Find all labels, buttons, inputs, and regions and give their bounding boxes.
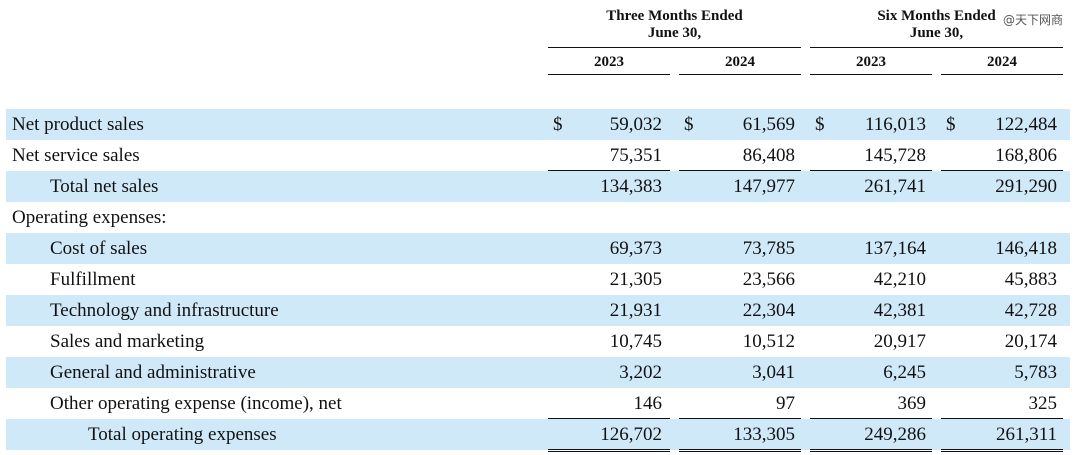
value-h-2024: 168,806 xyxy=(995,145,1057,166)
year-header-q-2023: 2023 xyxy=(594,54,624,70)
subtotal-rule xyxy=(810,170,932,171)
row-label: Cost of sales xyxy=(50,238,148,259)
table-row: Sales and marketing 10,745 10,512 20,917… xyxy=(6,326,1070,357)
value-h-2024: 5,783 xyxy=(1014,362,1057,383)
value-h-2023: 145,728 xyxy=(864,145,926,166)
value-q-2023: 21,305 xyxy=(609,269,662,290)
value-q-2024: 133,305 xyxy=(733,424,795,445)
subtotal-rule xyxy=(548,170,670,171)
subtotal-rule xyxy=(679,418,801,419)
value-h-2023: 6,245 xyxy=(883,362,926,383)
value-h-2023: 261,741 xyxy=(864,176,926,197)
value-q-2023: 21,931 xyxy=(609,300,662,321)
total-double-rule xyxy=(548,449,670,452)
subtotal-rule xyxy=(941,170,1063,171)
six-months-header: Six Months Ended June 30, xyxy=(877,8,996,41)
total-double-rule xyxy=(810,449,932,452)
value-q-2023: 146 xyxy=(633,393,663,414)
table-row: Total operating expenses 126,702 133,305… xyxy=(6,419,1070,452)
year-header-h-2023: 2023 xyxy=(856,54,886,70)
row-label: Total net sales xyxy=(50,176,159,197)
value-q-2023: 10,745 xyxy=(609,331,662,352)
row-label: Technology and infrastructure xyxy=(50,300,279,321)
year-header-h-2024: 2024 xyxy=(987,54,1017,70)
value-q-2024: 23,566 xyxy=(742,269,795,290)
subtotal-rule xyxy=(810,418,932,419)
value-h-2024: 42,728 xyxy=(1004,300,1057,321)
subtotal-rule xyxy=(941,418,1063,419)
value-q-2024: 3,041 xyxy=(752,362,795,383)
value-q-2023: 75,351 xyxy=(609,145,662,166)
currency-symbol: $ xyxy=(553,114,563,135)
year-header-q-2024: 2024 xyxy=(725,54,755,70)
table-row: Cost of sales 69,373 73,785 137,164 146,… xyxy=(6,233,1070,264)
value-h-2024: 146,418 xyxy=(995,238,1057,259)
table-row: Total net sales 134,383 147,977 261,741 … xyxy=(6,171,1070,202)
table-row: Net service sales 75,351 86,408 145,728 … xyxy=(6,140,1070,171)
watermark-logo: @天下网商 xyxy=(1003,13,1064,27)
three-months-rule xyxy=(548,47,801,48)
row-label: Fulfillment xyxy=(50,269,136,290)
value-q-2024: 97 xyxy=(776,393,795,414)
value-q-2024: 61,569 xyxy=(742,114,795,135)
six-months-rule xyxy=(810,47,1063,48)
subtotal-rule xyxy=(548,418,670,419)
currency-symbol: $ xyxy=(815,114,825,135)
value-h-2024: 261,311 xyxy=(995,424,1057,445)
total-double-rule xyxy=(941,449,1063,452)
table-row: Operating expenses: xyxy=(6,202,1070,233)
three-months-header: Three Months Ended June 30, xyxy=(606,8,743,41)
row-label: Other operating expense (income), net xyxy=(50,393,342,414)
subtotal-rule xyxy=(679,170,801,171)
value-h-2023: 137,164 xyxy=(864,238,926,259)
row-label: Net service sales xyxy=(12,145,140,166)
row-label: Sales and marketing xyxy=(50,331,205,352)
value-h-2023: 42,210 xyxy=(873,269,926,290)
value-q-2024: 22,304 xyxy=(742,300,795,321)
value-h-2023: 20,917 xyxy=(873,331,926,352)
row-label: Net product sales xyxy=(12,114,144,135)
table-row: Technology and infrastructure 21,931 22,… xyxy=(6,295,1070,326)
value-h-2024: 45,883 xyxy=(1004,269,1057,290)
year-rule-1 xyxy=(548,74,670,75)
currency-symbol: $ xyxy=(946,114,956,135)
row-label: General and administrative xyxy=(50,362,256,383)
value-q-2024: 86,408 xyxy=(742,145,795,166)
value-q-2023: 126,702 xyxy=(600,424,662,445)
year-rule-4 xyxy=(941,74,1063,75)
value-h-2023: 116,013 xyxy=(864,114,926,135)
table-row: Other operating expense (income), net 14… xyxy=(6,388,1070,419)
value-h-2023: 42,381 xyxy=(873,300,926,321)
value-h-2024: 325 xyxy=(1028,393,1058,414)
value-q-2024: 10,512 xyxy=(742,331,795,352)
value-h-2024: 291,290 xyxy=(995,176,1057,197)
value-q-2024: 73,785 xyxy=(742,238,795,259)
value-h-2023: 249,286 xyxy=(864,424,926,445)
table-row: Fulfillment 21,305 23,566 42,210 45,883 xyxy=(6,264,1070,295)
year-rule-3 xyxy=(810,74,932,75)
currency-symbol: $ xyxy=(684,114,694,135)
value-h-2024: 20,174 xyxy=(1004,331,1057,352)
year-rule-2 xyxy=(679,74,801,75)
value-q-2024: 147,977 xyxy=(733,176,795,197)
table-row: Net product sales $ 59,032 $ 61,569 $ 11… xyxy=(6,109,1070,140)
value-q-2023: 134,383 xyxy=(600,176,662,197)
value-h-2024: 122,484 xyxy=(995,114,1057,135)
value-q-2023: 59,032 xyxy=(609,114,662,135)
value-h-2023: 369 xyxy=(897,393,927,414)
value-q-2023: 3,202 xyxy=(619,362,662,383)
section-label: Operating expenses: xyxy=(12,207,167,228)
row-label: Total operating expenses xyxy=(88,424,277,445)
value-q-2023: 69,373 xyxy=(609,238,662,259)
total-double-rule xyxy=(679,449,801,452)
table-row: General and administrative 3,202 3,041 6… xyxy=(6,357,1070,388)
